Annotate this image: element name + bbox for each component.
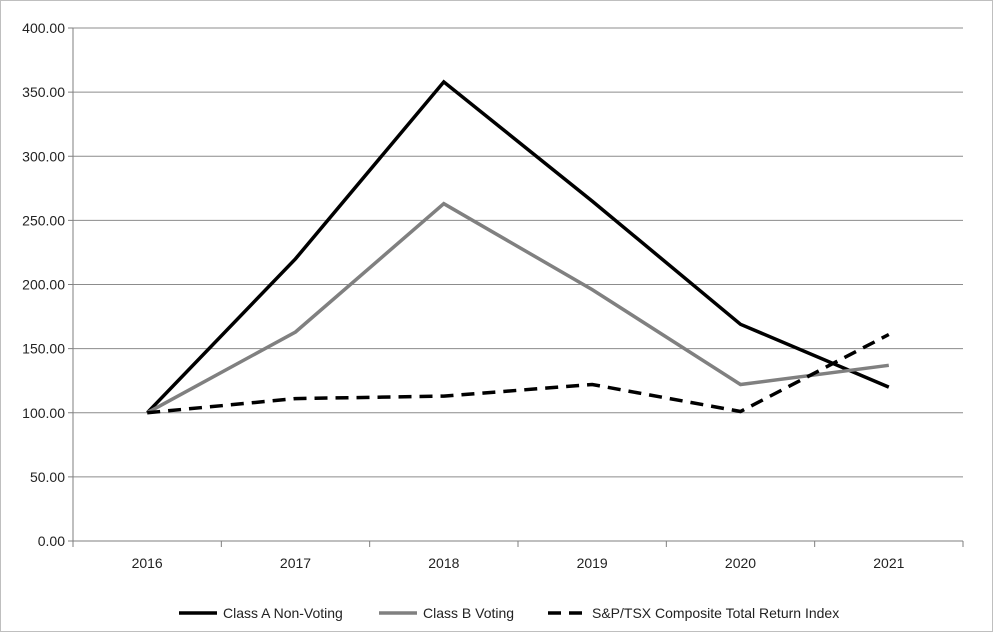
y-tick-label: 400.00 — [22, 20, 65, 36]
x-tick-label: 2021 — [873, 555, 904, 571]
series-line-2 — [147, 335, 889, 413]
legend: Class A Non-Voting Class B Voting S&P/TSX … — [179, 605, 839, 621]
y-tick-label: 0.00 — [38, 533, 65, 549]
x-tick-label: 2017 — [280, 555, 311, 571]
y-tick-label: 50.00 — [30, 469, 65, 485]
y-tick-label: 100.00 — [22, 405, 65, 421]
legend-label-1: Class B Voting — [423, 605, 514, 621]
y-tick-label: 350.00 — [22, 84, 65, 100]
x-tick-label: 2020 — [725, 555, 756, 571]
y-tick-label: 250.00 — [22, 212, 65, 228]
gridlines — [73, 28, 963, 541]
y-axis: 0.00 50.00 100.00 150.00 200.00 250.00 300.00 3… — [22, 20, 73, 549]
legend-label-2: S&P/TSX Composite Total Return Index — [592, 605, 839, 621]
x-axis: 2016 2017 2018 2019 2020 2021 — [73, 541, 963, 571]
series-lines — [147, 82, 889, 413]
series-line-1 — [147, 204, 889, 413]
x-tick-label: 2019 — [577, 555, 608, 571]
x-tick-label: 2018 — [428, 555, 459, 571]
y-tick-label: 150.00 — [22, 341, 65, 357]
y-tick-label: 200.00 — [22, 277, 65, 293]
legend-label-0: Class A Non-Voting — [223, 605, 343, 621]
y-tick-label: 300.00 — [22, 148, 65, 164]
x-tick-label: 2016 — [132, 555, 163, 571]
